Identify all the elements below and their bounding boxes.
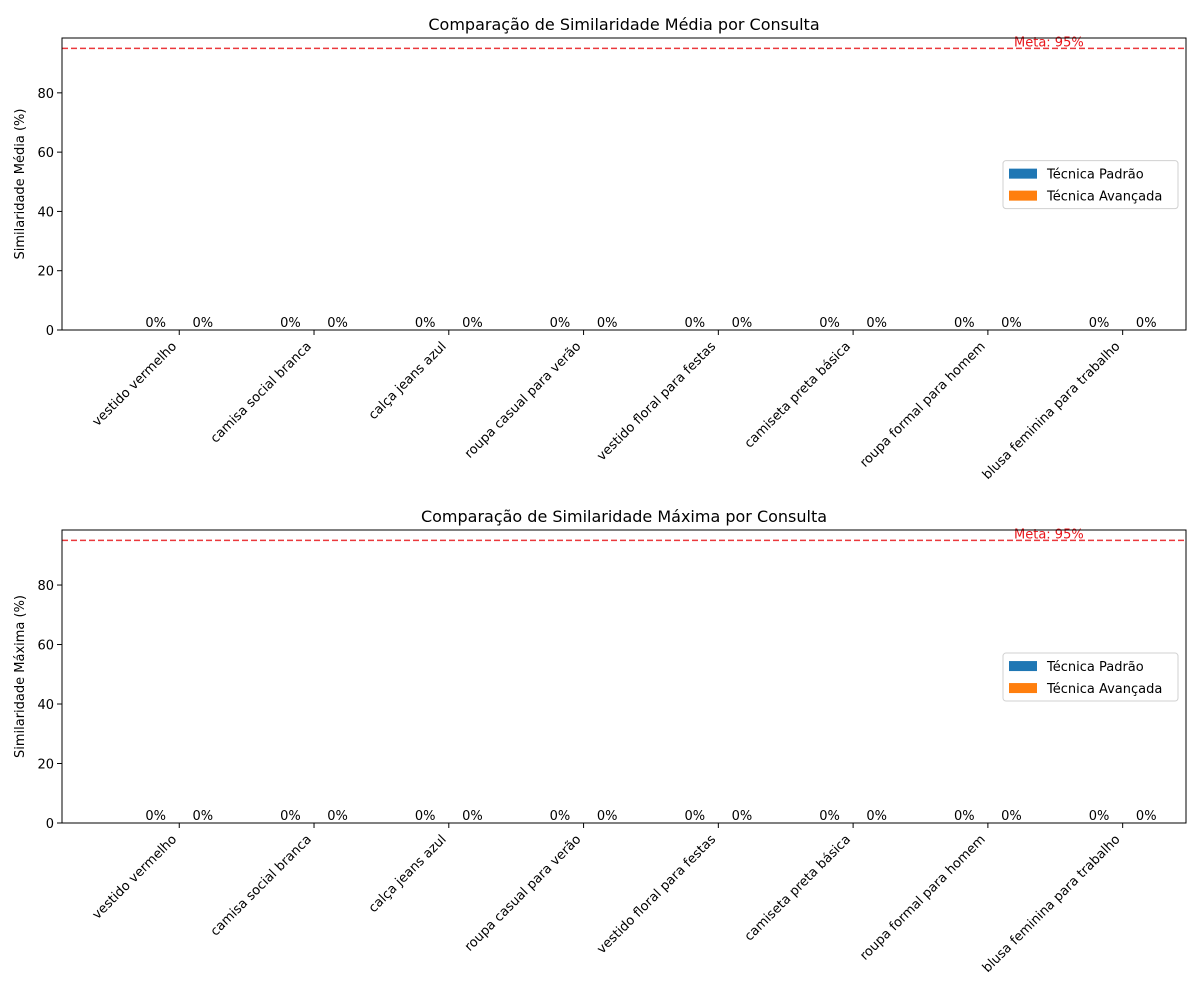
bar-value-label: 0% <box>1001 316 1022 331</box>
x-tick-label: vestido floral para festas <box>594 339 719 464</box>
y-axis-label: Similaridade Máxima (%) <box>13 595 28 758</box>
chart-panel-2: Comparação de Similaridade Máxima por Co… <box>13 507 1187 976</box>
legend-label: Técnica Padrão <box>1046 660 1144 675</box>
x-tick-label: vestido vermelho <box>90 339 180 429</box>
bar-value-label: 0% <box>684 809 705 824</box>
bar-value-label: 0% <box>597 316 618 331</box>
bar-value-label: 0% <box>327 809 348 824</box>
y-tick-label: 60 <box>37 639 54 654</box>
x-tick-label: roupa casual para verão <box>462 832 584 954</box>
y-tick-label: 40 <box>37 698 54 713</box>
y-tick-label: 40 <box>37 205 54 220</box>
bar-value-label: 0% <box>415 316 436 331</box>
y-tick-label: 0 <box>46 817 54 832</box>
bar-value-label: 0% <box>1089 809 1110 824</box>
legend-swatch-avancada <box>1009 683 1037 694</box>
bar-value-label: 0% <box>193 316 214 331</box>
bar-value-label: 0% <box>866 809 887 824</box>
x-tick-label: vestido vermelho <box>90 832 180 922</box>
bar-value-label: 0% <box>193 809 214 824</box>
x-tick-label: camisa social branca <box>208 339 315 446</box>
y-tick-label: 20 <box>37 758 54 773</box>
bar-value-label: 0% <box>732 316 753 331</box>
bar-value-label: 0% <box>145 316 166 331</box>
y-tick-label: 20 <box>37 265 54 280</box>
x-tick-label: calça jeans azul <box>366 339 450 423</box>
legend-box <box>1002 652 1179 702</box>
bar-value-label: 0% <box>280 809 301 824</box>
x-tick-label: camiseta preta básica <box>742 832 854 944</box>
bar-value-label: 0% <box>1136 316 1157 331</box>
bar-value-label: 0% <box>1136 809 1157 824</box>
x-tick-label: camiseta preta básica <box>742 339 854 451</box>
bar-value-label: 0% <box>819 316 840 331</box>
bar-value-label: 0% <box>462 809 483 824</box>
x-tick-label: roupa formal para homem <box>857 832 988 963</box>
plot-frame <box>61 37 1187 331</box>
bar-value-label: 0% <box>415 809 436 824</box>
y-tick-label: 80 <box>37 579 54 594</box>
bar-value-label: 0% <box>550 316 571 331</box>
x-tick-label: calça jeans azul <box>366 832 450 916</box>
chart-title: Comparação de Similaridade Máxima por Co… <box>421 507 827 526</box>
legend-swatch-avancada <box>1009 190 1037 201</box>
bar-value-label: 0% <box>684 316 705 331</box>
goal-label: Meta: 95% <box>1014 527 1084 542</box>
legend: Técnica Padrão Técnica Avançada <box>1002 652 1179 702</box>
bar-value-label: 0% <box>1089 316 1110 331</box>
legend-label: Técnica Avançada <box>1046 190 1162 205</box>
bar-value-label: 0% <box>866 316 887 331</box>
bar-value-label: 0% <box>1001 809 1022 824</box>
bar-value-label: 0% <box>954 809 975 824</box>
legend: Técnica Padrão Técnica Avançada <box>1002 160 1179 210</box>
chart-panel-1: Comparação de Similaridade Média por Con… <box>13 15 1187 483</box>
x-tick-label: vestido floral para festas <box>594 832 719 957</box>
y-axis-label: Similaridade Média (%) <box>13 109 28 260</box>
x-tick-label: roupa formal para homem <box>857 339 988 470</box>
bar-value-label: 0% <box>550 809 571 824</box>
bar-value-label: 0% <box>327 316 348 331</box>
x-tick-label: blusa feminina para trabalho <box>980 339 1124 483</box>
legend-swatch-padrao <box>1009 661 1037 672</box>
x-tick-label: roupa casual para verão <box>462 339 584 461</box>
plot-frame <box>61 529 1187 824</box>
bar-value-label: 0% <box>280 316 301 331</box>
bar-value-label: 0% <box>462 316 483 331</box>
bar-value-label: 0% <box>954 316 975 331</box>
x-tick-label: camisa social branca <box>208 832 315 939</box>
bar-value-label: 0% <box>819 809 840 824</box>
chart-title: Comparação de Similaridade Média por Con… <box>428 15 819 34</box>
bar-value-label: 0% <box>145 809 166 824</box>
legend-box <box>1002 160 1179 210</box>
y-tick-label: 0 <box>46 324 54 339</box>
legend-label: Técnica Avançada <box>1046 682 1162 697</box>
legend-swatch-padrao <box>1009 168 1037 179</box>
bar-value-label: 0% <box>732 809 753 824</box>
bar-value-label: 0% <box>597 809 618 824</box>
legend-label: Técnica Padrão <box>1046 168 1144 183</box>
x-tick-label: blusa feminina para trabalho <box>980 832 1124 976</box>
goal-label: Meta: 95% <box>1014 35 1084 50</box>
y-tick-label: 80 <box>37 87 54 102</box>
y-tick-label: 60 <box>37 146 54 161</box>
